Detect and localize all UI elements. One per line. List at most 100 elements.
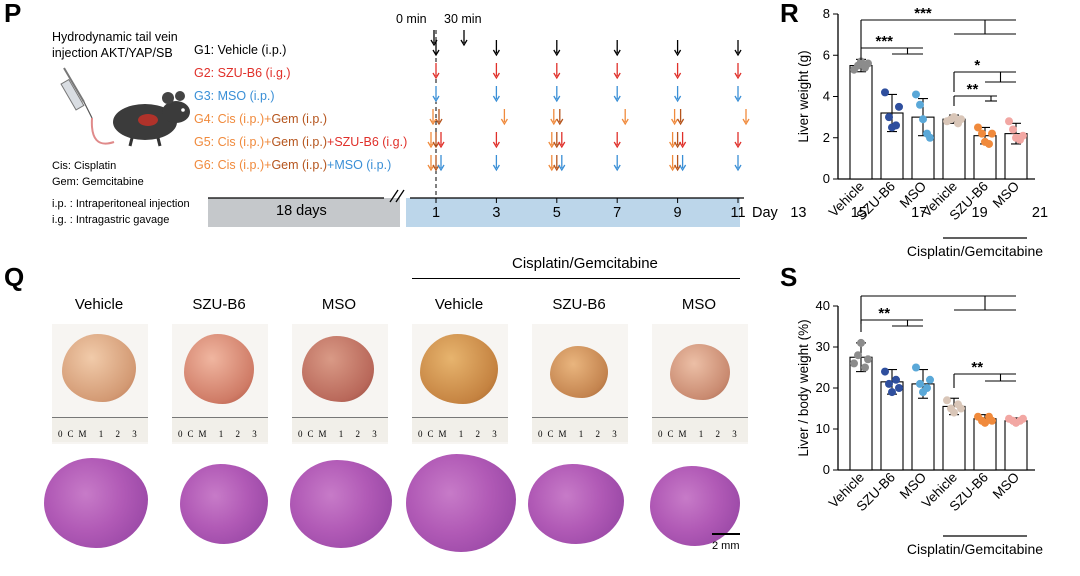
dosing-arrow [669,155,677,172]
time-30-min: 30 min [444,12,482,26]
day-tick-label: 19 [971,205,988,221]
dosing-arrow [734,132,742,149]
bar [1004,420,1028,471]
day-tick-label: 21 [1031,205,1049,221]
abbrev-gemcitabine: Gem: Gemcitabine [52,176,144,188]
column-szu-b6: SZU-B6 [192,296,246,313]
dosing-arrow [432,40,440,57]
data-point [912,363,920,372]
group-label-g4: G4: Cis (i.p.)+Gem (i.p.) [194,112,327,126]
data-point [892,375,900,384]
data-point [1005,117,1013,126]
data-point [988,129,996,138]
treatment-bar [406,198,740,227]
group-label-segment: +SZU-B6 (i.g.) [327,135,408,149]
model-title-line1: Hydrodynamic tail vein [52,30,178,44]
ruler: 0CM 1 2 3 [172,417,268,442]
data-point [957,115,965,124]
panel-label-q: Q [4,262,25,292]
ruler: 0CM 1 2 3 [652,417,748,442]
dosing-arrow [492,155,500,172]
data-point [850,359,858,368]
syringe-icon [60,67,93,119]
dosing-arrow [492,40,500,57]
y-tick-label: 6 [823,47,830,62]
liver-photo-szu-b6: 0CM 1 2 3 [172,324,268,444]
data-point [950,113,958,122]
histology-szu-b6 [180,464,268,544]
day-tick-label: 5 [552,205,561,221]
group-label: Cisplatin/Gemcitabine [907,243,1043,259]
data-point [1019,131,1027,140]
dosing-arrow [674,155,682,172]
significance-label: *** [914,5,932,22]
abbrev-intraperitoneal: i.p. : Intraperitoneal injection [52,198,190,210]
y-tick-label: 20 [816,380,830,395]
data-point [926,133,934,142]
significance-label: *** [875,33,893,50]
data-point [892,121,900,130]
data-point [881,367,889,376]
dosing-arrow [432,155,440,172]
y-tick-label: 0 [823,462,830,477]
dosing-arrow [492,63,500,80]
bar [849,356,873,471]
group-label-segment: +MSO (i.p.) [327,158,392,172]
liver-photo-cis-szu-b6: 0CM 1 2 3 [532,324,628,444]
histology-cis-vehicle [406,454,516,552]
dosing-arrow [460,30,468,47]
data-point [864,355,872,364]
data-point [881,88,889,97]
ruler: 0CM 1 2 3 [532,417,628,442]
data-point [857,338,865,347]
significance-label: ** [971,359,983,376]
y-tick-label: 4 [823,89,830,104]
data-point [957,404,965,413]
significance-label: *** [914,290,932,298]
dosing-arrow [553,40,561,57]
day-tick-label: 15 [850,205,867,221]
dosing-arrow [432,63,440,80]
pre-treatment-bar [208,198,400,227]
y-tick-label: 2 [823,130,830,145]
panel-label-r: R [780,0,799,28]
group-header-line [412,278,740,279]
dosing-arrow [613,155,621,172]
dosing-arrow [548,132,556,149]
group-header-cis-gem: Cisplatin/Gemcitabine [512,255,658,272]
ruler: 0CM 1 2 3 [412,417,508,442]
data-point [981,418,989,427]
group-label-segment: Gem (i.p.) [271,135,328,149]
axis-break-icon [389,189,405,203]
dosing-arrow [553,63,561,80]
dosing-arrow [613,132,621,149]
liver-photo-vehicle: 0CM 1 2 3 [52,324,148,444]
y-tick-label: 30 [816,339,830,354]
dosing-arrow [734,40,742,57]
dosing-arrow [734,63,742,80]
data-point [985,139,993,148]
day-tick-label: 11 [730,205,746,221]
day-unit: Day [752,205,778,221]
group-label-g2: G2: SZU-B6 (i.g.) [194,66,291,80]
dosing-arrow [437,155,445,172]
panel-label-s: S [780,262,798,292]
y-tick-label: 8 [823,6,830,21]
dosing-arrow [679,155,687,172]
group-label-segment: G1: Vehicle (i.p.) [194,43,287,57]
dosing-arrows [427,30,750,200]
dosing-arrow [679,132,687,149]
day-tick-label: 7 [613,205,622,221]
dosing-arrow [432,132,440,149]
day-tick-label: 3 [492,205,501,221]
group-label-segment: G2: SZU-B6 (i.g.) [194,66,291,80]
data-point [885,113,893,122]
group-label-g5: G5: Cis (i.p.)+Gem (i.p.)+SZU-B6 (i.g.) [194,135,407,149]
dosing-arrow [621,109,629,126]
dosing-arrow [492,132,500,149]
dosing-arrow [437,132,445,149]
data-point [943,396,951,405]
data-point [916,100,924,109]
histology-cis-mso [650,466,740,546]
